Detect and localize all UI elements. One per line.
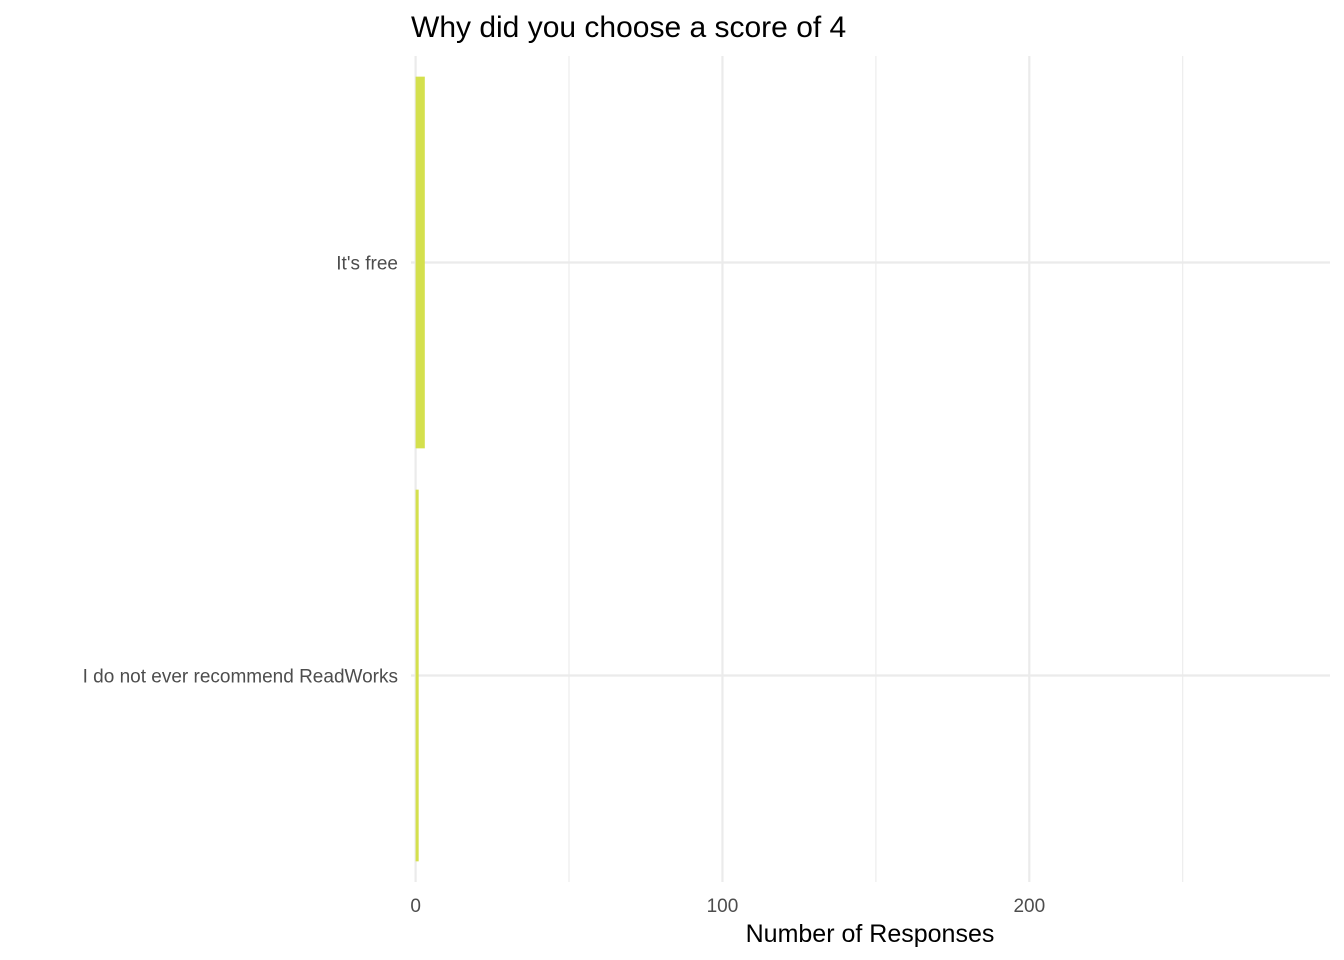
grid-layer [411,56,1330,882]
tick-layer: It's free I do not ever recommend ReadWor… [83,254,1046,918]
x-tick-label: 100 [707,896,739,917]
bar [415,489,419,862]
y-tick-label: It's free [336,254,398,275]
bar-layer [415,76,425,862]
bar [415,76,425,449]
x-tick-label: 0 [410,896,421,917]
x-axis-label: Number of Responses [746,920,995,948]
y-tick-label: I do not ever recommend ReadWorks [83,667,398,688]
x-tick-label: 200 [1013,896,1045,917]
chart-title: Why did you choose a score of 4 [411,11,846,44]
